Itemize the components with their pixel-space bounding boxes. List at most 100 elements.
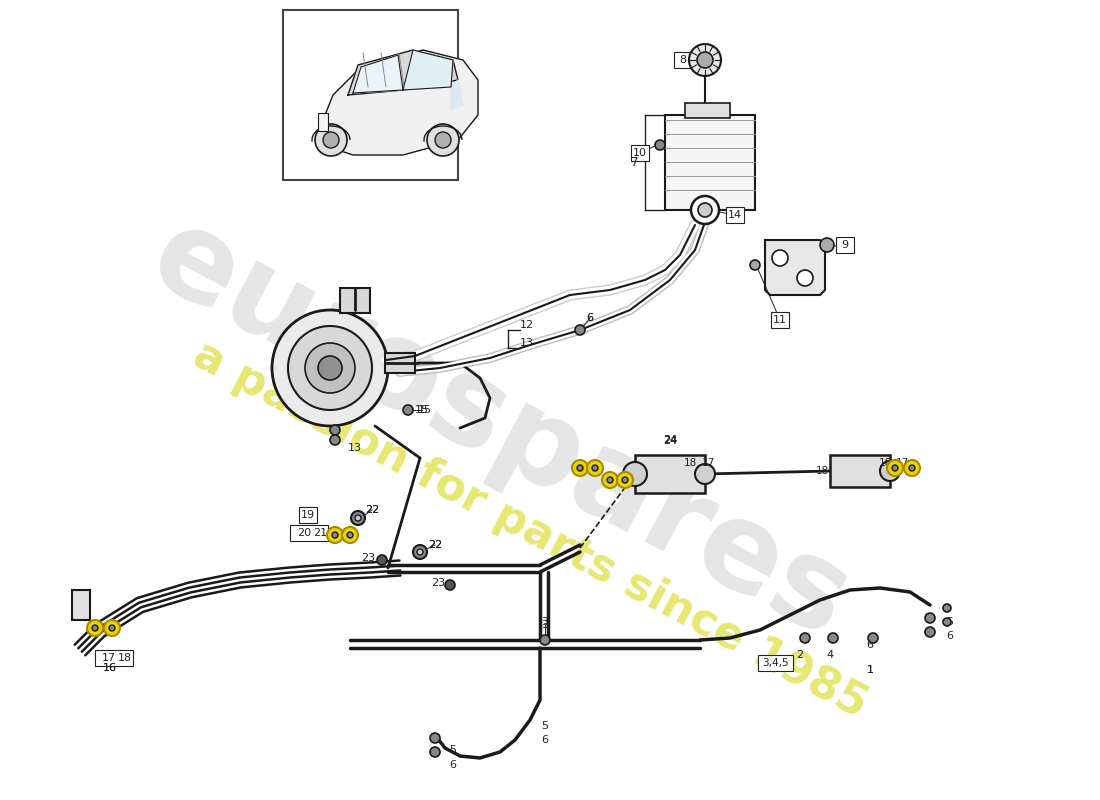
- Text: a passion for parts since 1985: a passion for parts since 1985: [186, 334, 874, 726]
- Circle shape: [691, 196, 719, 224]
- Bar: [830, 455, 890, 487]
- Bar: [283, 10, 458, 180]
- Text: 15: 15: [418, 405, 432, 415]
- Circle shape: [587, 460, 603, 476]
- Text: eurospares: eurospares: [131, 197, 869, 663]
- Text: 5: 5: [946, 617, 954, 627]
- Text: 6: 6: [586, 313, 594, 323]
- Text: 6: 6: [541, 735, 549, 745]
- Circle shape: [109, 625, 116, 631]
- Circle shape: [305, 343, 355, 393]
- Bar: [631, 145, 649, 161]
- Circle shape: [540, 635, 550, 645]
- Text: 18: 18: [879, 458, 892, 468]
- Polygon shape: [764, 240, 825, 295]
- Text: 17: 17: [102, 653, 117, 663]
- Text: 5: 5: [450, 745, 456, 755]
- Circle shape: [434, 132, 451, 148]
- Text: 18: 18: [683, 458, 696, 468]
- Text: 15: 15: [415, 405, 429, 415]
- Text: 12: 12: [520, 320, 535, 330]
- Polygon shape: [348, 50, 458, 95]
- Text: 8: 8: [680, 55, 686, 65]
- Circle shape: [430, 747, 440, 757]
- Text: 22: 22: [365, 505, 380, 515]
- Text: 10: 10: [632, 148, 647, 158]
- Circle shape: [377, 555, 387, 565]
- Polygon shape: [403, 50, 453, 90]
- Text: 2: 2: [796, 650, 804, 660]
- Circle shape: [272, 310, 388, 426]
- Circle shape: [104, 620, 120, 636]
- Circle shape: [925, 627, 935, 637]
- Circle shape: [943, 618, 951, 626]
- Bar: [340, 288, 370, 313]
- Circle shape: [654, 140, 666, 150]
- Circle shape: [327, 527, 343, 543]
- Text: 4: 4: [826, 650, 834, 660]
- Text: 6: 6: [867, 640, 873, 650]
- Circle shape: [332, 532, 338, 538]
- Circle shape: [820, 238, 834, 252]
- Text: 18: 18: [118, 653, 132, 663]
- Circle shape: [772, 250, 788, 266]
- Text: 22: 22: [428, 540, 442, 550]
- Circle shape: [617, 472, 632, 488]
- Circle shape: [342, 527, 358, 543]
- Text: 24: 24: [663, 436, 678, 446]
- Circle shape: [323, 132, 339, 148]
- Bar: [726, 207, 744, 223]
- Circle shape: [880, 461, 900, 481]
- Bar: [635, 455, 705, 493]
- Circle shape: [621, 477, 628, 483]
- Circle shape: [800, 633, 810, 643]
- Circle shape: [750, 260, 760, 270]
- Circle shape: [330, 435, 340, 445]
- Circle shape: [87, 620, 103, 636]
- Text: 6: 6: [946, 631, 954, 641]
- Text: 19: 19: [301, 510, 315, 520]
- Circle shape: [572, 460, 588, 476]
- Text: 23: 23: [431, 578, 446, 588]
- Text: 6: 6: [450, 760, 456, 770]
- Circle shape: [697, 52, 713, 68]
- Bar: [685, 103, 730, 118]
- Bar: [299, 507, 317, 523]
- Circle shape: [412, 545, 427, 559]
- Circle shape: [623, 462, 647, 486]
- Text: 23: 23: [361, 553, 375, 563]
- Circle shape: [351, 511, 365, 525]
- Bar: [836, 237, 854, 253]
- Bar: [666, 115, 755, 210]
- Text: 18: 18: [815, 466, 828, 476]
- Circle shape: [315, 124, 346, 156]
- Circle shape: [92, 625, 98, 631]
- Text: 21: 21: [312, 528, 327, 538]
- Circle shape: [798, 270, 813, 286]
- Circle shape: [909, 465, 915, 471]
- Circle shape: [430, 733, 440, 743]
- Circle shape: [887, 460, 903, 476]
- Circle shape: [904, 460, 920, 476]
- Text: 9: 9: [842, 240, 848, 250]
- Text: 13: 13: [348, 443, 362, 453]
- Circle shape: [427, 124, 459, 156]
- Circle shape: [592, 465, 598, 471]
- Circle shape: [607, 477, 613, 483]
- Text: 7: 7: [630, 157, 638, 170]
- Circle shape: [868, 633, 878, 643]
- Text: 3: 3: [541, 617, 549, 627]
- Text: 14: 14: [728, 210, 743, 220]
- Circle shape: [828, 633, 838, 643]
- Text: 1: 1: [867, 665, 873, 675]
- Bar: [771, 312, 789, 328]
- Bar: [758, 655, 793, 671]
- Text: 17: 17: [895, 458, 909, 468]
- Bar: [72, 590, 90, 620]
- Text: 22: 22: [428, 540, 442, 550]
- Circle shape: [925, 613, 935, 623]
- Text: 16: 16: [103, 663, 117, 673]
- Circle shape: [288, 326, 372, 410]
- Text: 13: 13: [520, 338, 534, 348]
- Polygon shape: [353, 55, 403, 93]
